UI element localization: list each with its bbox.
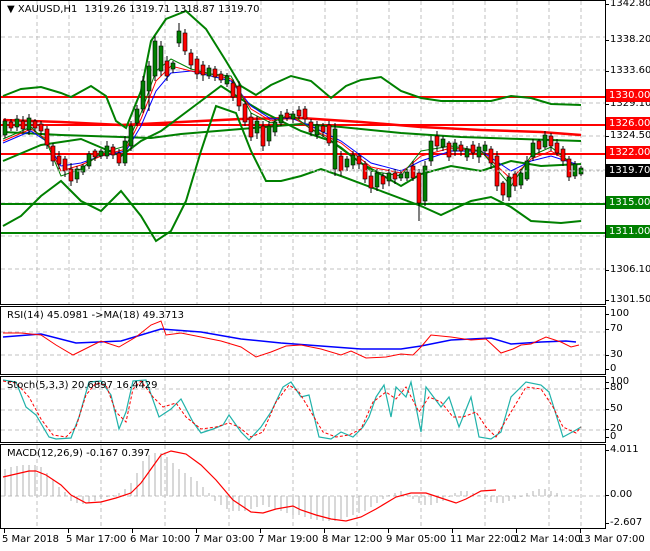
time-label: 11 Mar 22:00: [450, 534, 517, 545]
level-tag-1330[interactable]: 1330.00: [606, 89, 650, 102]
macd-tick: 4.011: [605, 444, 639, 455]
chart-title: ▼ XAUUSD,H1 1319.26 1319.71 1318.87 1319…: [7, 4, 259, 15]
candles: [2, 23, 584, 221]
macd-tick: 0.00: [604, 489, 633, 500]
macd-axis: 4.011 0.00 -2.607: [604, 444, 650, 529]
price-tick: 1329.10: [604, 98, 650, 109]
level-tag-1326[interactable]: 1326.00: [606, 117, 650, 130]
rsi-panel[interactable]: RSI(14) 45.0981 ->MA(18) 49.3713: [0, 306, 606, 375]
price-plot: [1, 1, 605, 304]
rsi-tick: 30: [605, 349, 623, 360]
stoch-tick: 80: [605, 382, 623, 393]
macd-plot: [1, 445, 605, 528]
rsi-tick: 0: [604, 363, 617, 374]
time-label: 8 Mar 12:00: [322, 534, 383, 545]
time-label: 7 Mar 03:00: [194, 534, 255, 545]
time-label: 6 Mar 10:00: [130, 534, 191, 545]
rsi-axis: 100 70 30 0: [604, 306, 650, 375]
price-axis[interactable]: 1342.80 1338.20 1333.60 1329.10 1324.50 …: [604, 0, 650, 305]
stoch-tick: 100: [604, 376, 630, 387]
price-tick: 1324.50: [604, 130, 650, 141]
stoch-tick: 0: [604, 431, 617, 442]
macd-panel[interactable]: MACD(12,26,9) -0.167 0.397: [0, 444, 606, 529]
symbol-label: XAUUSD,H1: [17, 4, 78, 15]
price-tick: 1301.50: [604, 294, 650, 305]
collapse-triangle-icon[interactable]: ▼: [7, 4, 15, 15]
time-label: 7 Mar 19:00: [258, 534, 319, 545]
rsi-plot: [1, 307, 605, 374]
current-price-tag: 1319.70: [606, 164, 650, 177]
macd-tick: -2.607: [604, 517, 643, 528]
price-tick: 1306.10: [604, 264, 650, 275]
level-tag-1315[interactable]: 1315.00: [606, 196, 650, 209]
level-tag-1311[interactable]: 1311.00: [606, 225, 650, 238]
stoch-tick: 20: [605, 423, 623, 434]
price-tick: 1342.80: [604, 0, 650, 9]
stoch-tick: 50: [605, 403, 623, 414]
rsi-title: RSI(14) 45.0981 ->MA(18) 49.3713: [7, 310, 184, 321]
rsi-tick: 100: [604, 308, 630, 319]
time-label: 5 Mar 2018: [2, 534, 60, 545]
time-label: 13 Mar 07:00: [578, 534, 645, 545]
level-tag-1322[interactable]: 1322.00: [606, 146, 650, 159]
stoch-axis: 100 80 50 20 0: [604, 376, 650, 443]
rsi-tick: 70: [605, 323, 623, 334]
time-label: 9 Mar 05:00: [386, 534, 447, 545]
main-price-chart[interactable]: ▼ XAUUSD,H1 1319.26 1319.71 1318.87 1319…: [0, 0, 606, 305]
ohlc-values: 1319.26 1319.71 1318.87 1319.70: [84, 4, 260, 15]
macd-title: MACD(12,26,9) -0.167 0.397: [7, 448, 151, 459]
stoch-title: Stoch(5,3,3) 20.6897 16.4429: [7, 380, 158, 391]
time-label: 12 Mar 14:00: [514, 534, 581, 545]
price-tick: 1333.60: [604, 65, 650, 76]
stochastic-panel[interactable]: Stoch(5,3,3) 20.6897 16.4429: [0, 376, 606, 443]
stoch-plot: [1, 377, 605, 442]
time-axis[interactable]: 5 Mar 2018 5 Mar 17:00 6 Mar 10:00 7 Mar…: [0, 528, 645, 551]
price-tick: 1338.20: [604, 34, 650, 45]
time-label: 5 Mar 17:00: [66, 534, 127, 545]
